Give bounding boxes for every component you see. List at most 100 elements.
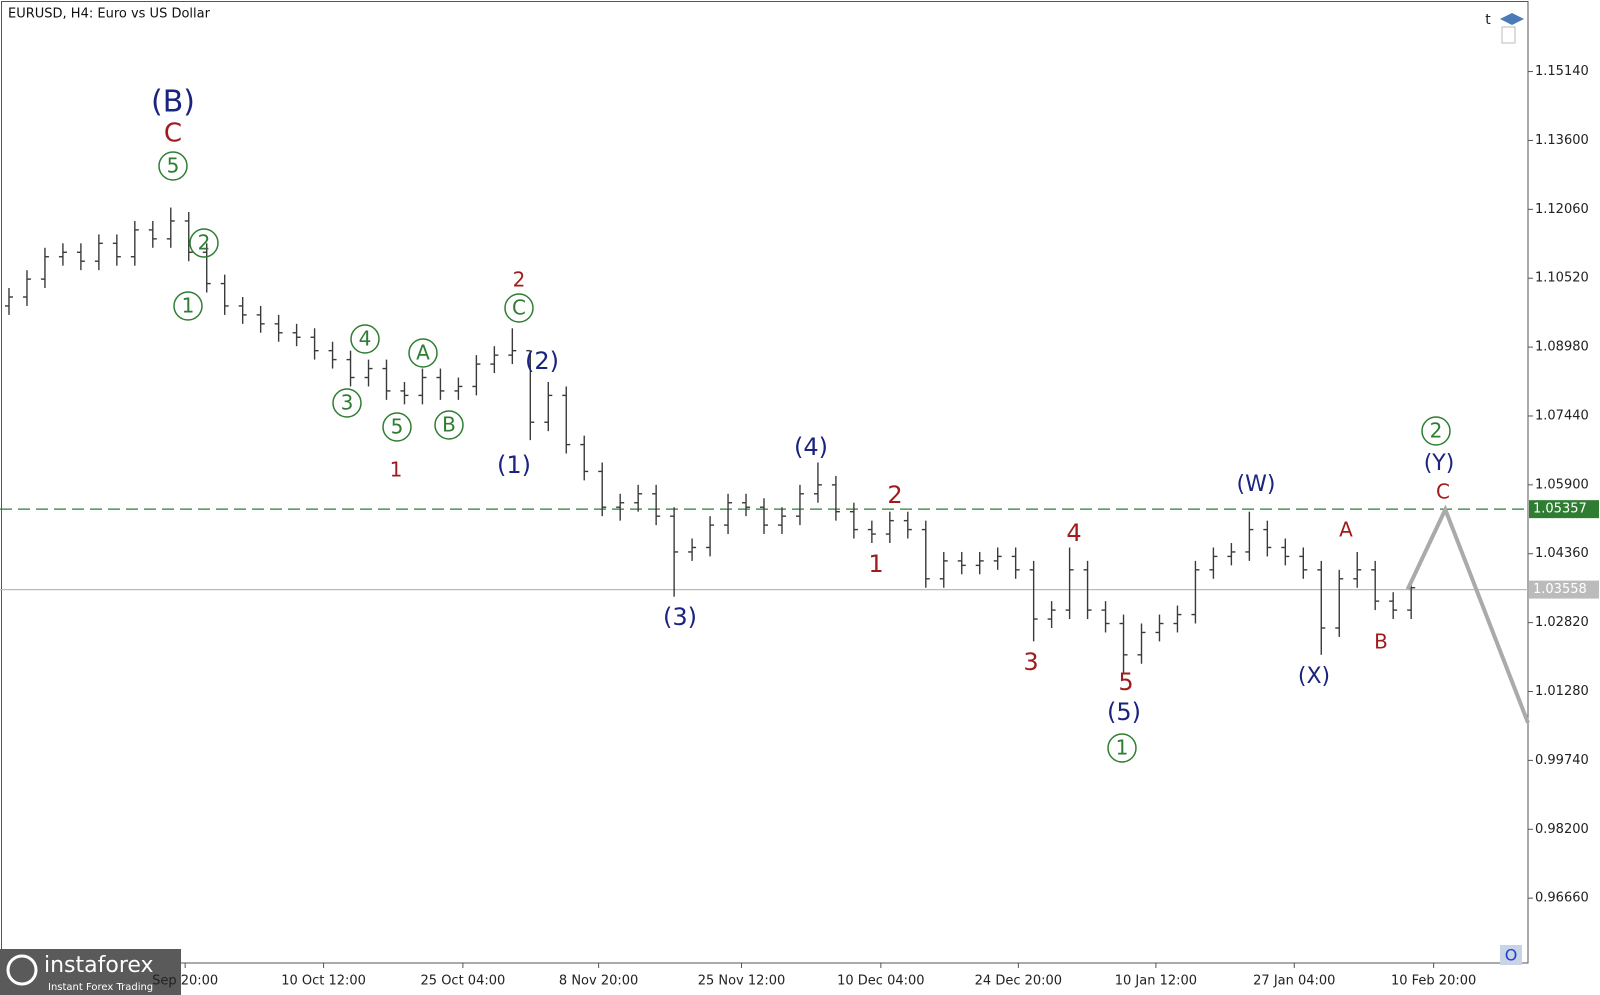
x-tick-label: Sep 20:00 <box>152 974 218 989</box>
wave-label: 5 <box>167 154 180 178</box>
ohlc-bar <box>1029 560 1038 642</box>
logo-box <box>0 949 181 995</box>
ohlc-bar <box>795 484 804 526</box>
ohlc-bar <box>490 346 499 374</box>
wave-label: 1 <box>868 550 883 578</box>
wave-circle <box>408 338 438 368</box>
x-tick-label: 25 Oct 04:00 <box>421 974 506 989</box>
wave-label: C <box>164 119 182 149</box>
wave-label: 4 <box>1066 519 1081 547</box>
ohlc-bar <box>346 350 355 387</box>
wave-label: 2 <box>513 268 526 292</box>
doc-icon <box>1501 26 1516 44</box>
wave-label: (1) <box>497 451 531 479</box>
logo-mark <box>6 954 38 986</box>
ohlc-bar <box>310 328 319 360</box>
ohlc-bar <box>598 462 607 517</box>
ohlc-bar <box>418 368 427 405</box>
ohlc-bar <box>903 511 912 539</box>
toolbar-icon[interactable]: t <box>1485 12 1524 44</box>
wave-label: 3 <box>341 391 354 415</box>
chart-title: EURUSD, H4: Euro vs US Dollar <box>8 7 211 22</box>
ohlc-bar <box>472 355 481 396</box>
ohlc-bar <box>4 288 13 315</box>
ohlc-bar <box>813 462 822 503</box>
wave-label: 2 <box>1430 419 1443 443</box>
y-tick-label: 1.05900 <box>1535 477 1589 492</box>
ohlc-bar <box>40 247 49 289</box>
price-label-box <box>1529 500 1599 519</box>
wave-circle <box>332 388 362 418</box>
ohlc-bar <box>1353 551 1362 588</box>
ohlc-bar <box>22 270 31 306</box>
ohlc-bar <box>688 538 697 561</box>
y-tick-label: 1.15140 <box>1535 64 1589 79</box>
y-tick-label: 1.13600 <box>1535 133 1589 148</box>
ohlc-bar <box>939 551 948 588</box>
wave-circle <box>1107 733 1137 763</box>
y-tick-label: 1.08980 <box>1535 340 1589 355</box>
cap-icon <box>1500 13 1524 25</box>
wave-label: C <box>512 296 526 320</box>
y-tick-label: 1.10520 <box>1535 271 1589 286</box>
wave-circle <box>504 293 534 323</box>
y-tick-label: 0.99740 <box>1535 753 1589 768</box>
ohlc-bar <box>1191 560 1200 624</box>
ohlc-bar <box>777 507 786 535</box>
ohlc-bar <box>508 328 517 365</box>
ohlc-bar <box>1245 511 1254 561</box>
wave-circle <box>189 228 219 258</box>
ohlc-bar <box>670 507 679 597</box>
ohlc-bar <box>1209 547 1218 579</box>
wave-circle <box>158 151 188 181</box>
x-tick-label: 10 Oct 12:00 <box>281 974 366 989</box>
wave-label: B <box>1374 630 1388 654</box>
wave-label: A <box>416 341 430 365</box>
ohlc-bar <box>274 314 283 342</box>
ohlc-bar <box>184 212 193 262</box>
ohlc-bar <box>580 435 589 481</box>
x-tick-label: 27 Jan 04:00 <box>1253 974 1335 989</box>
y-tick-label: 1.04360 <box>1535 546 1589 561</box>
y-tick-label: 1.12060 <box>1535 202 1589 217</box>
ohlc-bar <box>202 243 211 293</box>
ohlc-bar <box>292 323 301 347</box>
ohlc-bar <box>400 381 409 405</box>
ohlc-bar <box>1173 605 1182 633</box>
ohlc-bar <box>1317 560 1326 655</box>
corner-button[interactable]: O <box>1500 945 1522 965</box>
ohlc-bar <box>130 220 139 266</box>
ohlc-bar <box>1155 614 1164 642</box>
ohlc-bar <box>1227 543 1236 566</box>
wave-circle <box>350 324 380 354</box>
ohlc-bar <box>1101 601 1110 633</box>
ohlc-bar <box>652 484 661 526</box>
ohlc-bar <box>148 220 157 248</box>
ohlc-bar <box>849 502 858 539</box>
ohlc-bar <box>76 243 85 271</box>
ohlc-bar <box>1281 538 1290 566</box>
y-tick-label: 0.98200 <box>1535 822 1589 837</box>
ohlc-bar <box>957 551 966 575</box>
wave-label: (4) <box>794 433 828 461</box>
x-tick-label: 25 Nov 12:00 <box>698 974 786 989</box>
wave-label: B <box>442 413 456 437</box>
ohlc-bar <box>1083 560 1092 620</box>
y-tick-label: 1.07440 <box>1535 408 1589 423</box>
price-label-box <box>1529 580 1599 599</box>
y-tick-label: 1.02820 <box>1535 615 1589 630</box>
ohlc-bar <box>975 551 984 575</box>
ohlc-bar <box>94 234 103 271</box>
ohlc-bar <box>1299 547 1308 579</box>
wave-circle <box>434 410 464 440</box>
projection-line <box>1405 504 1530 724</box>
x-tick-label: 10 Jan 12:00 <box>1115 974 1197 989</box>
ohlc-bar <box>166 207 175 248</box>
icon-letter: t <box>1485 12 1491 28</box>
wave-label: 2 <box>887 481 902 509</box>
ohlc-bar <box>1065 547 1074 620</box>
ohlc-bar <box>238 296 247 324</box>
ohlc-bar <box>1371 560 1380 611</box>
